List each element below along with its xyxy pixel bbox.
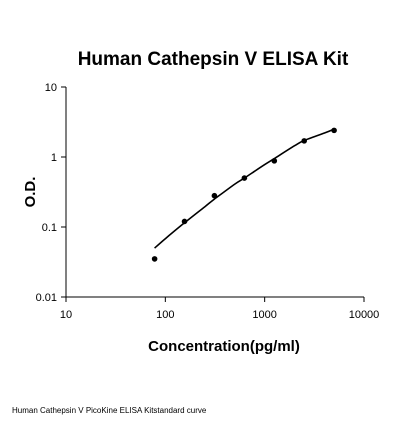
data-point — [331, 127, 337, 134]
chart-title: Human Cathepsin V ELISA Kit — [78, 49, 349, 70]
caption: Human Cathepsin V PicoKine ELISA Kitstan… — [12, 406, 207, 415]
y-axis-label-group: O.D. — [22, 177, 39, 208]
y-tick-label: 10 — [45, 82, 57, 94]
data-point — [301, 138, 307, 144]
y-tick-label: 1 — [51, 152, 57, 164]
x-tick-label: 100 — [156, 309, 174, 321]
x-tick-label: 10 — [60, 309, 72, 321]
x-axis-label: Concentration(pg/ml) — [148, 338, 300, 355]
data-point — [211, 192, 218, 199]
fit-curve-layer — [154, 128, 335, 249]
data-points-layer — [151, 127, 337, 262]
data-point — [271, 158, 278, 164]
y-tick-label: 0.1 — [42, 222, 57, 234]
standard-curve-line — [154, 128, 335, 249]
y-tick-label: 0.01 — [36, 292, 57, 304]
data-point — [241, 175, 248, 181]
data-point — [151, 256, 158, 262]
axis-ticks: 10 100 1000 10000 0.01 0.1 1 10 — [36, 82, 380, 321]
x-tick-label: 10000 — [349, 309, 380, 321]
data-point — [181, 218, 188, 225]
x-tick-label: 1000 — [252, 309, 276, 321]
y-axis-label: O.D. — [22, 177, 39, 208]
